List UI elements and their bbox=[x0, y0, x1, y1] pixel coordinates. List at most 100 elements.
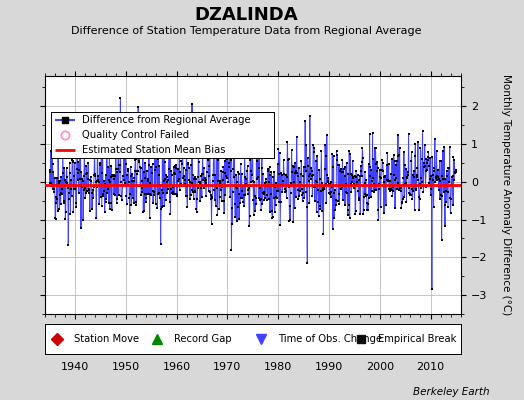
Point bbox=[451, 170, 459, 176]
Point bbox=[373, 168, 381, 174]
Point bbox=[360, 194, 368, 200]
Point bbox=[107, 163, 115, 170]
Point bbox=[290, 164, 298, 170]
Point bbox=[119, 172, 127, 179]
Point bbox=[70, 159, 79, 166]
Point bbox=[318, 180, 326, 186]
Point bbox=[247, 179, 255, 186]
Point bbox=[368, 130, 377, 136]
Point bbox=[447, 182, 455, 188]
Point bbox=[350, 175, 358, 182]
Point bbox=[240, 203, 248, 209]
Point bbox=[192, 209, 201, 215]
Point bbox=[230, 174, 238, 180]
Point bbox=[292, 194, 300, 200]
Point bbox=[110, 176, 118, 182]
Point bbox=[429, 172, 437, 178]
Point bbox=[136, 164, 144, 170]
Point bbox=[356, 173, 364, 180]
Point bbox=[200, 184, 209, 191]
Point bbox=[95, 201, 103, 207]
Point bbox=[245, 213, 254, 219]
Point bbox=[407, 149, 416, 155]
Point bbox=[204, 188, 213, 194]
Text: Record Gap: Record Gap bbox=[173, 334, 231, 344]
Point bbox=[157, 187, 166, 193]
Point bbox=[72, 204, 81, 210]
Point bbox=[261, 194, 269, 201]
Point bbox=[80, 173, 88, 179]
Point bbox=[194, 173, 202, 180]
Point bbox=[92, 184, 101, 190]
Point bbox=[380, 174, 389, 180]
Point bbox=[306, 171, 314, 177]
Point bbox=[335, 161, 343, 168]
Point bbox=[443, 189, 452, 195]
Point bbox=[193, 185, 202, 191]
Point bbox=[311, 198, 319, 204]
Point bbox=[418, 156, 427, 162]
Point bbox=[298, 186, 306, 192]
Point bbox=[352, 208, 360, 214]
Point bbox=[427, 186, 435, 192]
Point bbox=[171, 163, 179, 169]
Point bbox=[276, 222, 285, 229]
Point bbox=[386, 188, 395, 194]
Point bbox=[418, 128, 427, 134]
Text: 1950: 1950 bbox=[112, 362, 140, 372]
Point bbox=[168, 184, 177, 190]
Point bbox=[90, 172, 99, 178]
Point bbox=[75, 190, 83, 196]
Point bbox=[51, 215, 59, 221]
Point bbox=[442, 188, 450, 194]
Point bbox=[209, 172, 217, 178]
Point bbox=[158, 150, 167, 157]
Point bbox=[420, 142, 429, 148]
Point bbox=[263, 192, 271, 198]
Point bbox=[343, 190, 351, 196]
Point bbox=[401, 180, 410, 186]
Point bbox=[124, 182, 132, 188]
Point bbox=[176, 169, 184, 176]
Point bbox=[216, 178, 225, 184]
Point bbox=[355, 197, 364, 204]
Point bbox=[405, 131, 413, 137]
Point bbox=[255, 152, 263, 158]
Point bbox=[399, 174, 408, 181]
Point bbox=[354, 188, 362, 194]
Point bbox=[168, 172, 176, 178]
Point bbox=[124, 168, 133, 174]
Point bbox=[169, 191, 178, 198]
Point bbox=[239, 192, 248, 198]
Point bbox=[307, 176, 315, 182]
Point bbox=[259, 170, 267, 177]
Point bbox=[78, 176, 86, 182]
Point bbox=[133, 171, 141, 178]
Point bbox=[362, 176, 370, 183]
Point bbox=[115, 162, 123, 168]
Point bbox=[242, 176, 250, 182]
Point bbox=[144, 176, 152, 182]
Point bbox=[254, 150, 262, 156]
Point bbox=[46, 166, 54, 173]
Point bbox=[174, 166, 182, 172]
Point bbox=[90, 142, 99, 148]
Point bbox=[156, 194, 164, 201]
Point bbox=[159, 178, 168, 184]
Point bbox=[246, 157, 254, 163]
Point bbox=[310, 145, 318, 151]
Point bbox=[293, 170, 301, 176]
Point bbox=[372, 187, 380, 194]
Point bbox=[141, 159, 149, 166]
Point bbox=[391, 176, 400, 183]
Point bbox=[343, 207, 352, 213]
Point bbox=[353, 178, 362, 185]
Point bbox=[421, 184, 430, 190]
Point bbox=[118, 196, 126, 203]
Point bbox=[407, 192, 415, 198]
Point bbox=[294, 196, 302, 202]
Point bbox=[394, 132, 402, 138]
Point bbox=[389, 188, 398, 194]
Text: Empirical Break: Empirical Break bbox=[378, 334, 456, 344]
Point bbox=[54, 180, 63, 186]
